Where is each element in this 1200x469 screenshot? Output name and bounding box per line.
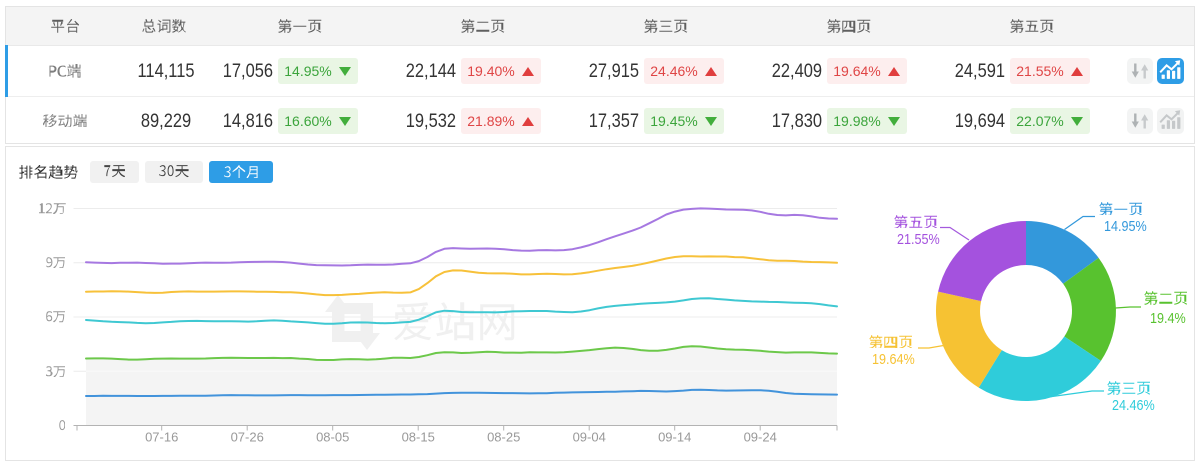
svg-text:08-05: 08-05 bbox=[316, 430, 349, 445]
svg-text:09-14: 09-14 bbox=[658, 430, 691, 445]
svg-text:09-04: 09-04 bbox=[573, 430, 606, 445]
svg-text:07-26: 07-26 bbox=[231, 430, 264, 445]
svg-text:07-16: 07-16 bbox=[145, 430, 178, 445]
svg-text:08-25: 08-25 bbox=[487, 430, 520, 445]
svg-text:08-15: 08-15 bbox=[402, 430, 435, 445]
svg-text:09-24: 09-24 bbox=[744, 430, 777, 445]
